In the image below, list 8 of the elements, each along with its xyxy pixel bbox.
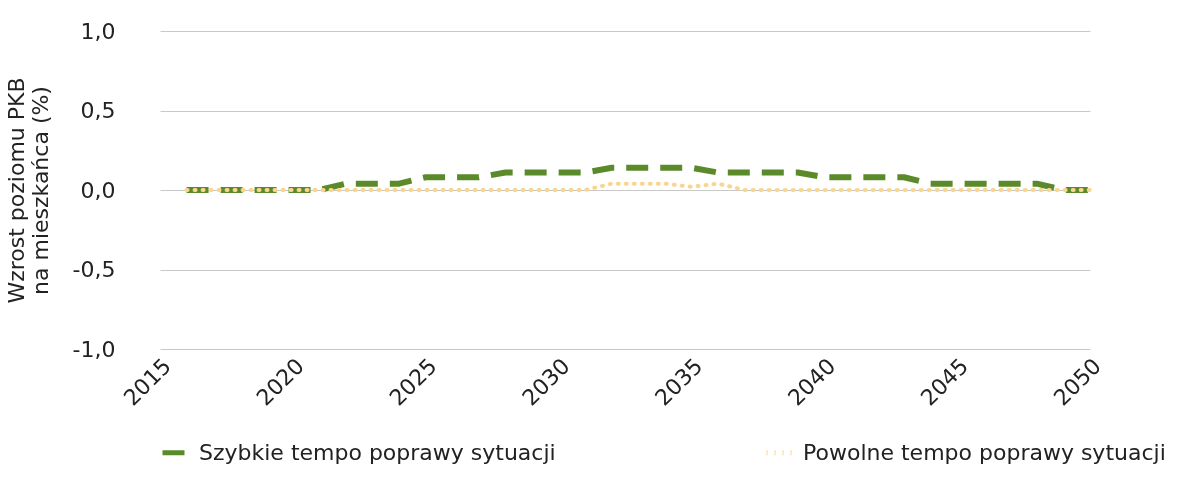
legend-label: Powolne tempo poprawy sytuacji	[803, 439, 1166, 465]
y-tick-label: -0,5	[72, 257, 116, 282]
legend-label: Szybkie tempo poprawy sytuacji	[199, 439, 556, 465]
y-tick-label: 0,0	[80, 177, 116, 203]
y-tick-label: -1,0	[72, 336, 116, 362]
y-axis-title: Wzrost poziomu PKB na mieszkańca (%)	[3, 77, 53, 304]
y-tick-label: 0,5	[80, 98, 116, 123]
y-tick-label: 1,0	[80, 18, 116, 44]
